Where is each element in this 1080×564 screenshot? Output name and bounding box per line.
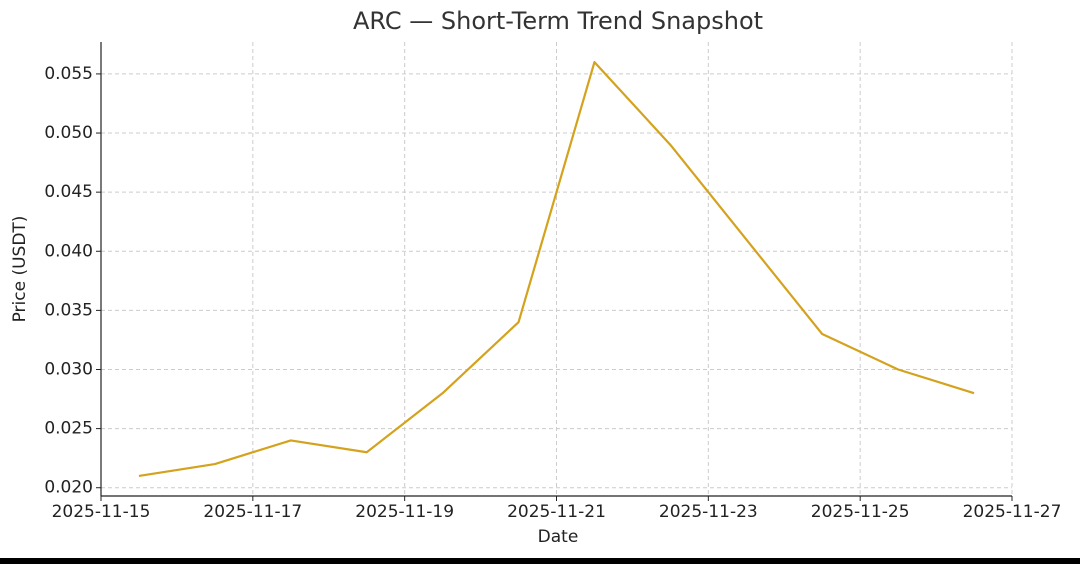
x-tick-label: 2025-11-15 [52, 502, 151, 522]
y-tick-label: 0.055 [44, 64, 93, 84]
y-tick-label: 0.035 [44, 300, 93, 320]
line [138, 60, 975, 477]
y-tick-label: 0.020 [44, 478, 93, 498]
x-tick-label: 2025-11-23 [659, 502, 758, 522]
y-axis-label: Price (USDT) [10, 216, 30, 323]
y-tick-label: 0.040 [44, 241, 93, 261]
x-axis-label: Date [538, 527, 579, 547]
y-tick-label: 0.050 [44, 123, 93, 143]
x-tick-label: 2025-11-17 [203, 502, 302, 522]
y-tick-label: 0.045 [44, 182, 93, 202]
y-tick-label: 0.030 [44, 359, 93, 379]
x-tick-label: 2025-11-27 [963, 502, 1062, 522]
bottom-bar [0, 558, 1080, 564]
chart-title: ARC — Short-Term Trend Snapshot [353, 7, 763, 35]
x-tick-label: 2025-11-25 [811, 502, 910, 522]
x-tick-label: 2025-11-19 [355, 502, 454, 522]
x-tick-label: 2025-11-21 [507, 502, 606, 522]
y-tick-label: 0.025 [44, 419, 93, 439]
